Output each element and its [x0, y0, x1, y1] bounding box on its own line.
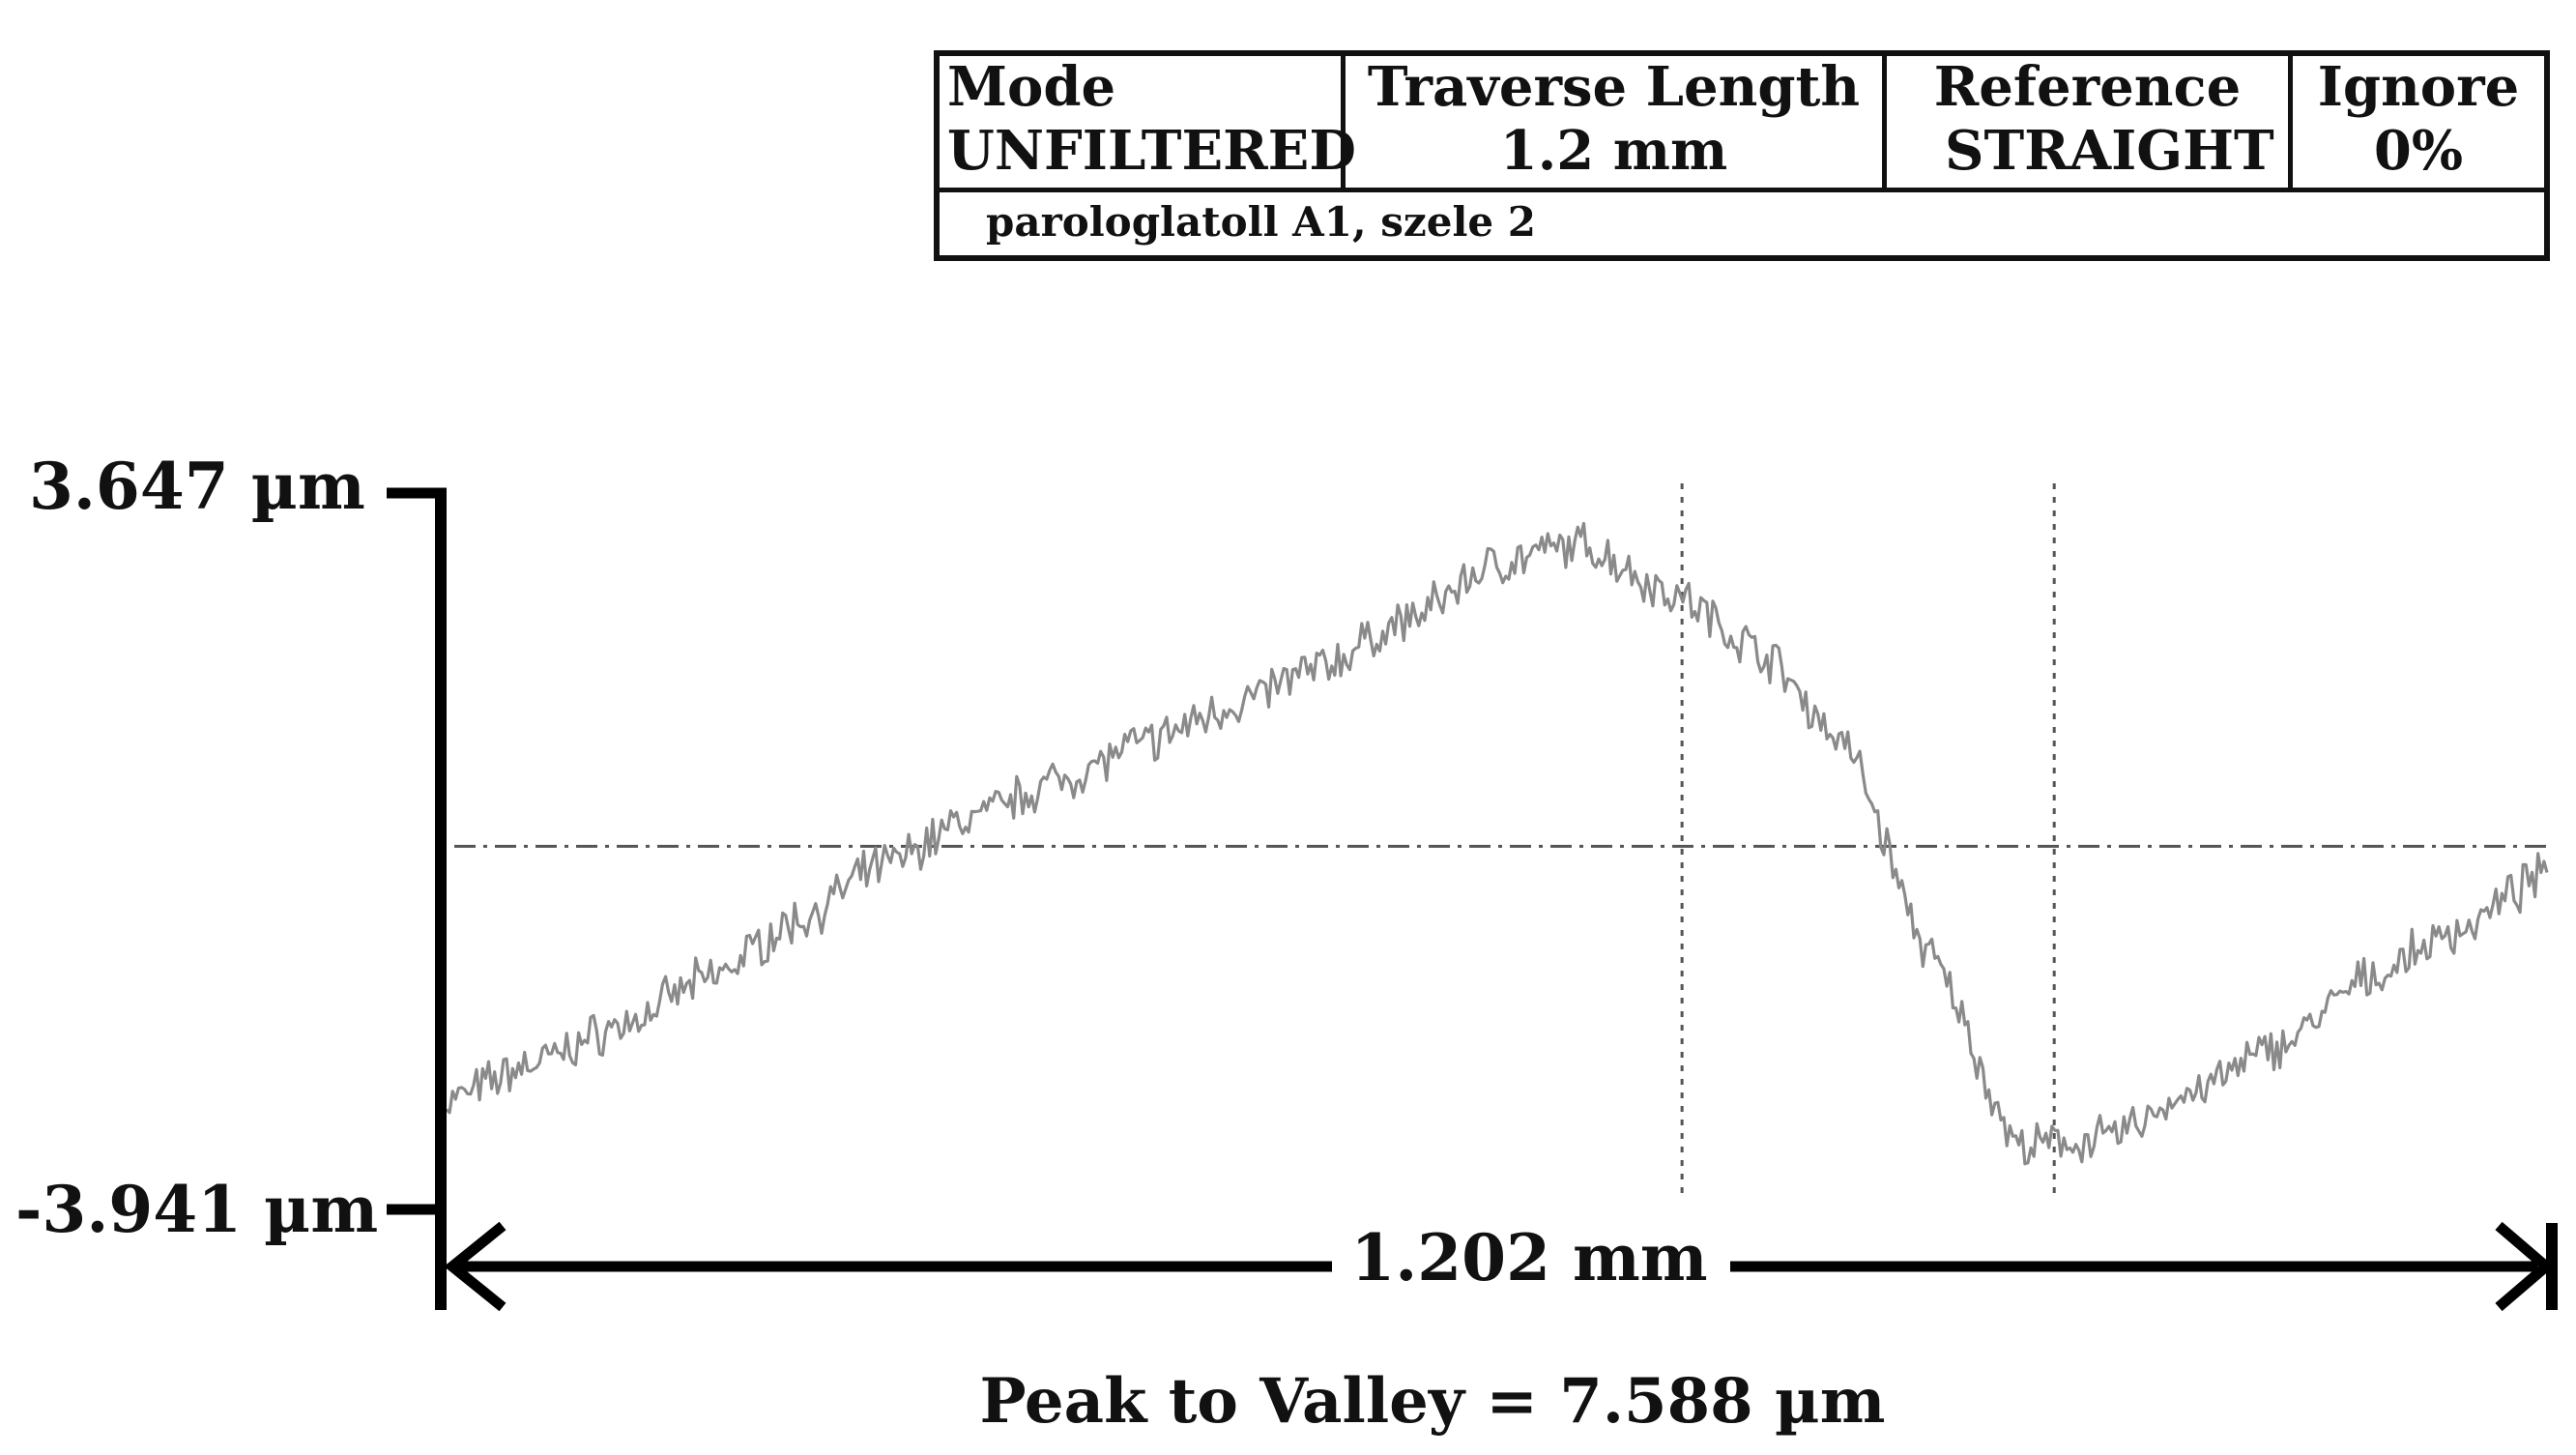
peak-to-valley-label: Peak to Valley = 7.588 µm — [979, 1365, 1886, 1438]
info-table: Mode UNFILTERED Traverse Length 1.2 mm R… — [934, 50, 2550, 261]
mode-label: Mode — [947, 55, 1116, 119]
y-min-label: -3.941 µm — [15, 1172, 379, 1247]
reference-cell: Reference STRAIGHT — [1887, 56, 2293, 188]
reference-value: STRAIGHT — [1945, 119, 2274, 183]
ignore-value: 0% — [2373, 119, 2464, 183]
sample-row: parologlatoll A1, szele 2 — [940, 192, 2544, 255]
guide-lines — [454, 483, 2547, 1199]
right-arrowhead — [2495, 1221, 2555, 1312]
mode-cell: Mode UNFILTERED — [940, 55, 1356, 188]
profile-series — [445, 521, 2549, 1166]
sample-name: parologlatoll A1, szele 2 — [986, 198, 1536, 246]
info-header-row: Mode UNFILTERED Traverse Length 1.2 mm R… — [940, 56, 2544, 192]
traverse-length-value: 1.2 mm — [1499, 119, 1728, 183]
y-max-label: 3.647 µm — [29, 449, 365, 524]
mode-value: UNFILTERED — [947, 119, 1356, 183]
traverse-length-dimension: 1.202 mm — [1350, 1220, 1708, 1295]
ignore-label: Ignore — [2317, 55, 2520, 119]
chart-frame — [387, 487, 2558, 1312]
traverse-length-label: Traverse Length — [1367, 55, 1861, 119]
profile-line — [445, 521, 2549, 1166]
left-arrowhead — [444, 1221, 507, 1312]
ignore-cell: Ignore 0% — [2293, 56, 2544, 188]
traverse-length-cell: Traverse Length 1.2 mm — [1346, 56, 1887, 188]
reference-label: Reference — [1933, 55, 2242, 119]
